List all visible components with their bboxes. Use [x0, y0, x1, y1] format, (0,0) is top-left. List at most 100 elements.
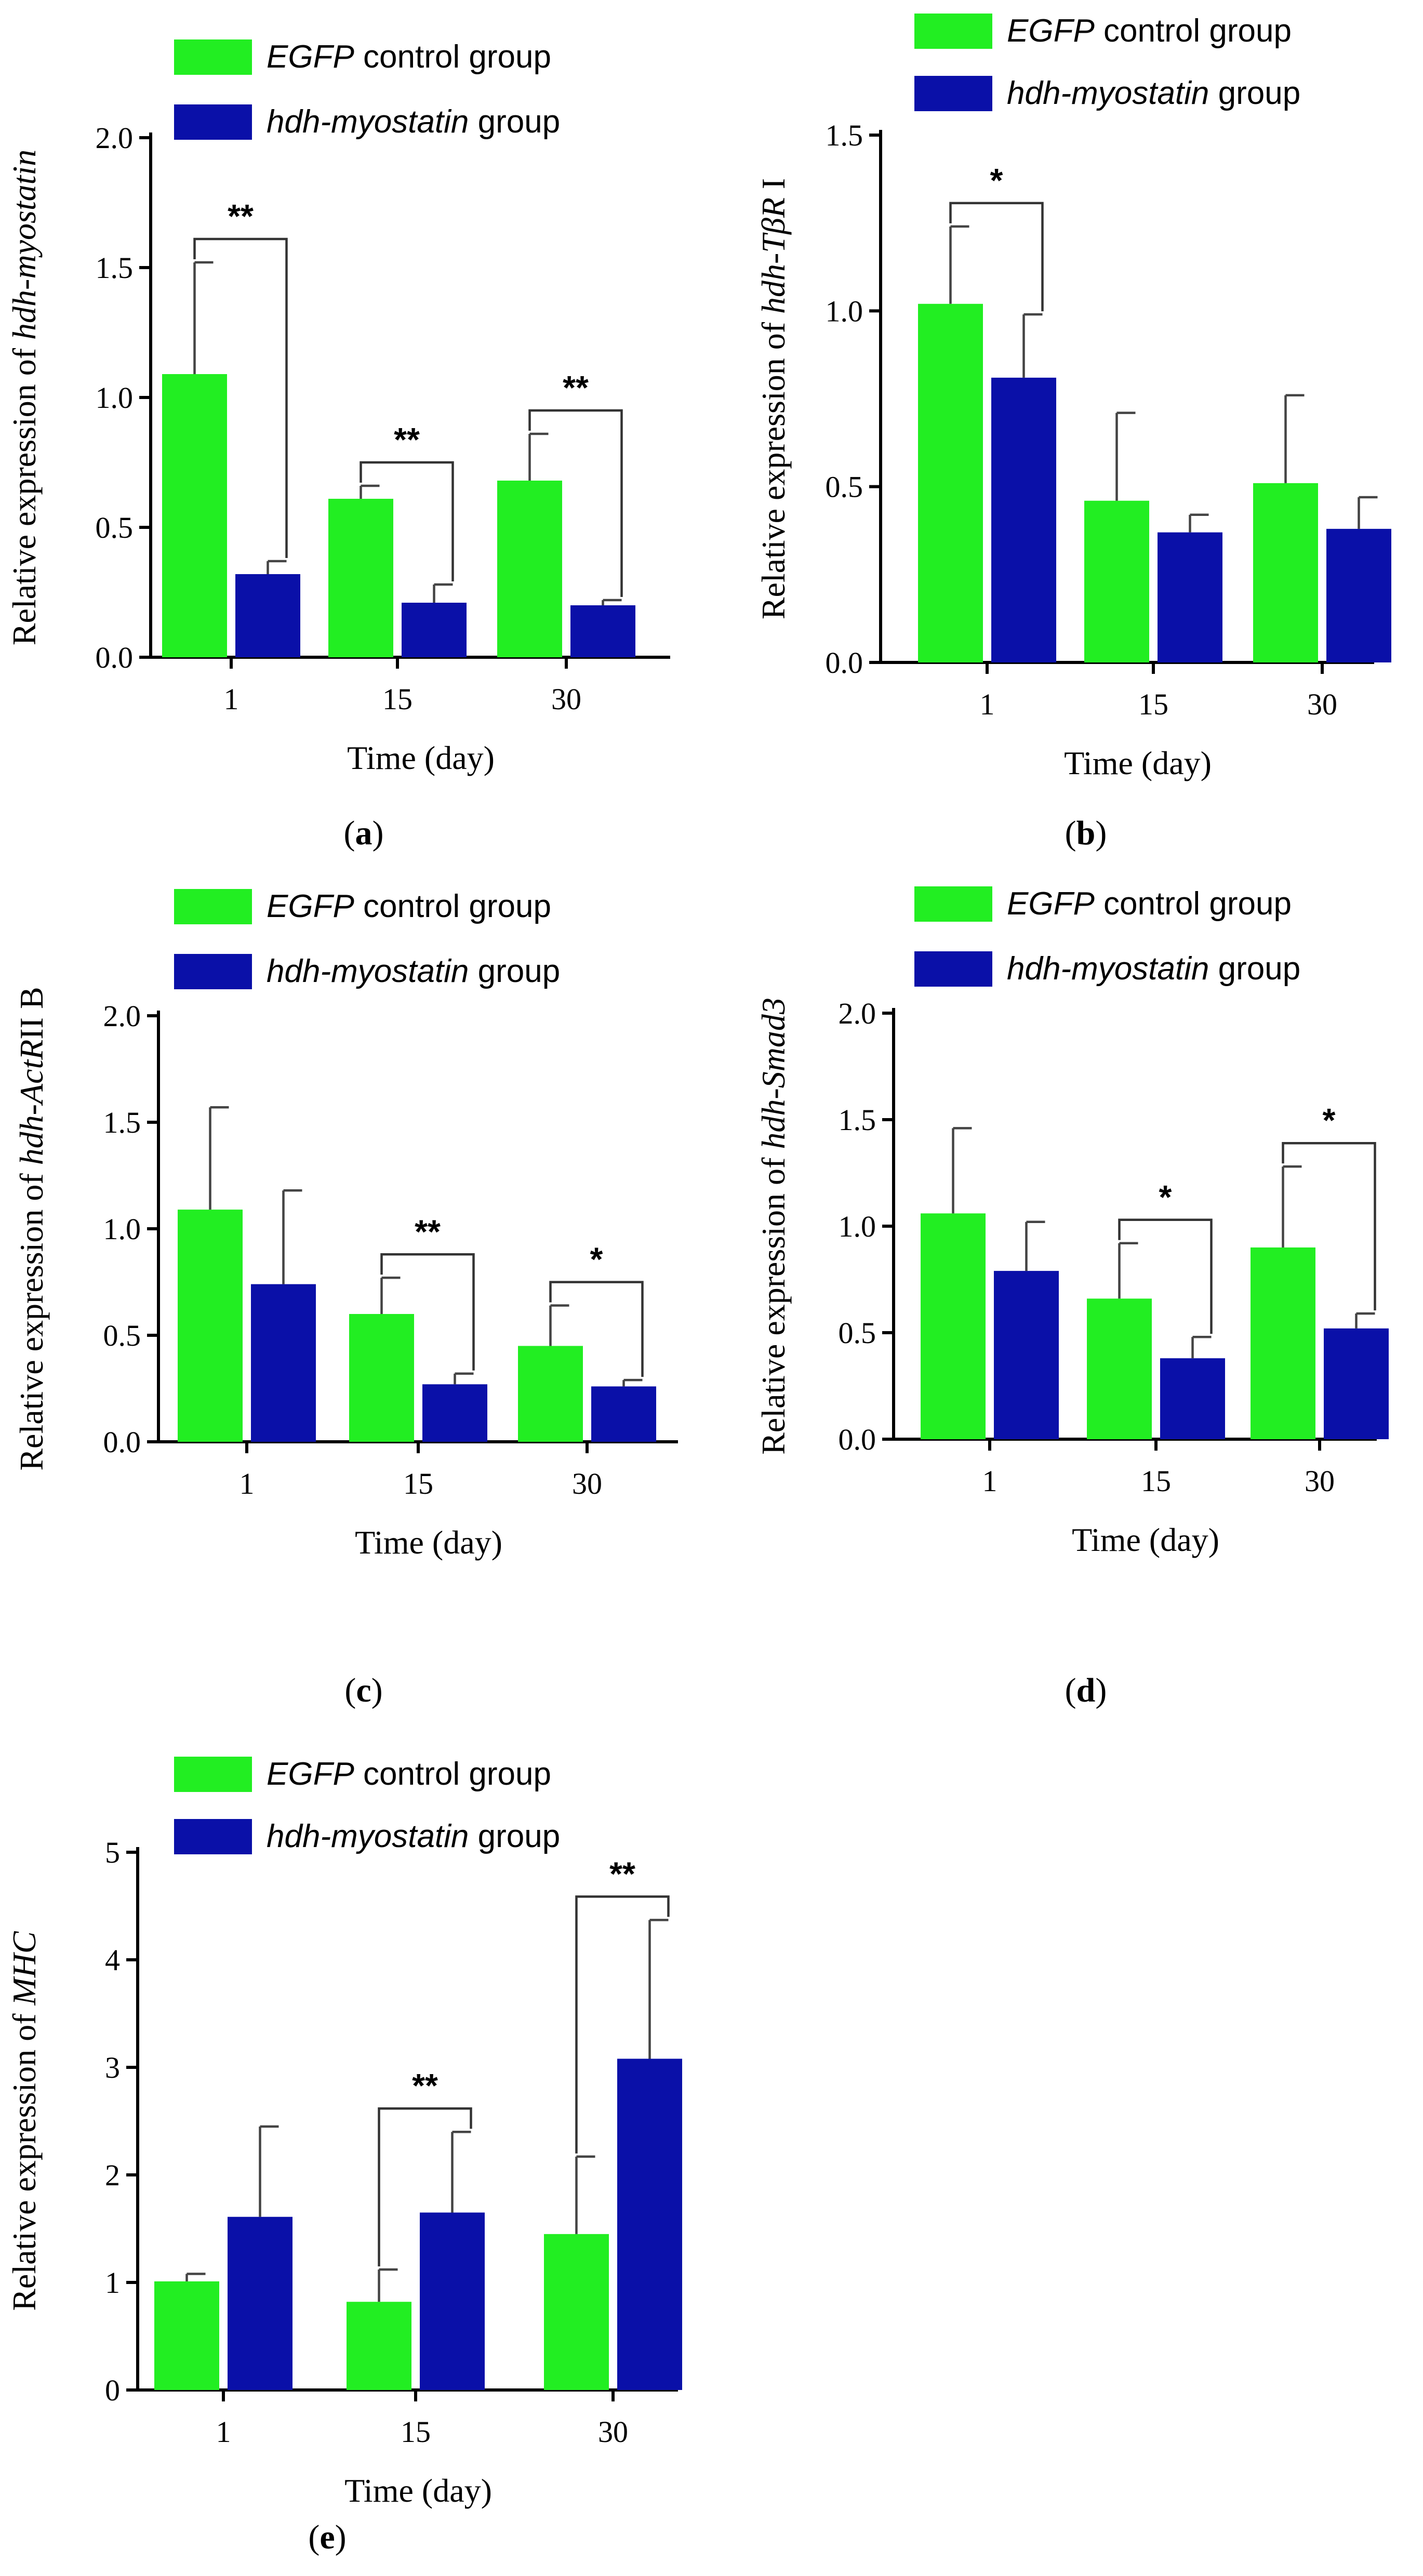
- panel-label-letter: e: [320, 2518, 335, 2556]
- significance-bracket: [1282, 1141, 1376, 1311]
- x-tick-label: 1: [224, 682, 239, 716]
- y-tick-label: 0: [105, 2373, 120, 2407]
- legend-label-control-italic: EGFP: [1007, 13, 1095, 49]
- significance-bracket: [549, 1281, 644, 1377]
- y-tick-label: 0.0: [103, 1425, 141, 1459]
- legend-label-control: EGFP control group: [267, 39, 551, 75]
- y-tick-label: 1.5: [103, 1106, 141, 1139]
- bar-control: [162, 374, 227, 657]
- y-tick-label: 2.0: [839, 997, 876, 1030]
- chart-panel-c: EGFP control group hdh-myostatin group 0.0…: [13, 888, 678, 1709]
- y-tick-label: 3: [105, 2051, 120, 2084]
- significance-bracket: [528, 409, 623, 597]
- legend-label-control-italic: EGFP: [267, 39, 354, 75]
- x-tick-label: 30: [598, 2415, 628, 2449]
- y-axis-title-prefix: Relative expression of: [755, 1149, 792, 1455]
- bar-control: [544, 2234, 609, 2390]
- x-tick-label: 15: [1141, 1464, 1171, 1498]
- y-tick-label: 5: [105, 1836, 120, 1869]
- x-tick-label: 1: [982, 1464, 998, 1498]
- y-tick-label: 0.5: [839, 1316, 876, 1350]
- bar-treatment: [235, 574, 300, 657]
- significance-label: *: [590, 1241, 603, 1278]
- x-axis-title: Time (day): [344, 2472, 492, 2509]
- bar-treatment: [991, 377, 1056, 662]
- legend-label-control-rest: control group: [354, 888, 551, 924]
- significance-label: *: [1159, 1178, 1172, 1216]
- bar-treatment: [1158, 532, 1222, 662]
- legend-label-control-rest: control group: [354, 39, 551, 75]
- significance-bracket: [949, 202, 1044, 312]
- legend-label-treatment-italic: hdh-myostatin: [1007, 75, 1209, 111]
- legend-label-treatment-rest: group: [469, 104, 560, 140]
- significance-bracket: [575, 1895, 670, 2154]
- significance-label: *: [1323, 1101, 1336, 1139]
- legend-label-control: EGFP control group: [1007, 886, 1292, 922]
- panel-label-letter: c: [356, 1671, 371, 1709]
- x-tick-label: 30: [1305, 1464, 1335, 1498]
- y-axis-title: Relative expression of hdh-ActRII B: [13, 987, 50, 1470]
- panel-label-letter: a: [355, 814, 373, 852]
- legend-swatch-control: [174, 39, 252, 75]
- y-axis-title: Relative expression of hdh-Smad3: [755, 998, 792, 1455]
- x-tick-label: 15: [382, 682, 413, 716]
- y-tick-label: 4: [105, 1943, 120, 1977]
- x-tick-label: 30: [1307, 687, 1337, 721]
- panel-label: (c): [344, 1671, 382, 1709]
- bar-treatment: [1160, 1358, 1225, 1439]
- y-tick-label: 1.0: [826, 294, 863, 328]
- y-tick-label: 2: [105, 2158, 120, 2192]
- panel-label-letter: d: [1076, 1671, 1096, 1709]
- bar-control: [497, 481, 562, 657]
- y-tick-label: 1.5: [839, 1103, 876, 1137]
- legend-label-control-rest: control group: [354, 1756, 551, 1792]
- legend-swatch-treatment: [914, 76, 992, 111]
- significance-label: **: [412, 2067, 438, 2104]
- x-tick-label: 30: [572, 1467, 602, 1501]
- y-tick-label: 0.0: [826, 646, 863, 680]
- x-axis-title: Time (day): [347, 739, 495, 776]
- bar-control: [1253, 483, 1318, 662]
- y-tick-label: 1.5: [826, 118, 863, 152]
- panel-label: (d): [1065, 1671, 1107, 1709]
- bar-treatment: [591, 1386, 656, 1442]
- legend-label-control-rest: control group: [1095, 13, 1292, 49]
- y-axis-title: Relative expression of MHC: [6, 1931, 43, 2311]
- y-tick-label: 0.0: [839, 1423, 876, 1456]
- legend-label-control: EGFP control group: [267, 888, 551, 924]
- bar-control: [347, 2302, 411, 2390]
- x-axis-title: Time (day): [1072, 1521, 1219, 1558]
- bar-control: [328, 499, 393, 657]
- panel-label-letter: b: [1076, 814, 1096, 852]
- y-tick-label: 0.5: [826, 470, 863, 504]
- panel-label: (a): [344, 814, 384, 852]
- x-axis-title: Time (day): [1064, 745, 1212, 781]
- bar-control: [918, 303, 983, 662]
- panel-label: (b): [1065, 814, 1107, 852]
- y-tick-label: 1.0: [839, 1210, 876, 1243]
- legend-swatch-control: [174, 1757, 252, 1792]
- significance-label: **: [415, 1213, 441, 1250]
- bar-control: [921, 1213, 986, 1439]
- y-tick-label: 1.5: [96, 251, 134, 285]
- y-tick-label: 1.0: [103, 1212, 141, 1246]
- x-tick-label: 1: [240, 1467, 255, 1501]
- significance-label: **: [228, 197, 254, 235]
- bar-treatment: [617, 2059, 682, 2390]
- y-axis-title-prefix: Relative expression of: [6, 340, 43, 645]
- legend-label-treatment-italic: hdh-myostatin: [267, 953, 469, 989]
- y-tick-label: 2.0: [96, 121, 134, 155]
- bar-control: [178, 1210, 243, 1442]
- x-tick-label: 1: [216, 2415, 231, 2449]
- legend-label-control-italic: EGFP: [267, 888, 354, 924]
- y-axis-title-prefix: Relative expression of: [6, 2005, 43, 2311]
- panel-label-open: (: [1065, 1671, 1076, 1709]
- y-axis-title-italic: hdh-Smad3: [755, 998, 792, 1149]
- bar-treatment: [420, 2212, 485, 2390]
- significance-bracket: [380, 1253, 475, 1371]
- legend-swatch-control: [914, 886, 992, 922]
- x-tick-label: 15: [401, 2415, 431, 2449]
- panel-label-open: (: [344, 814, 355, 852]
- bar-control: [1087, 1298, 1152, 1439]
